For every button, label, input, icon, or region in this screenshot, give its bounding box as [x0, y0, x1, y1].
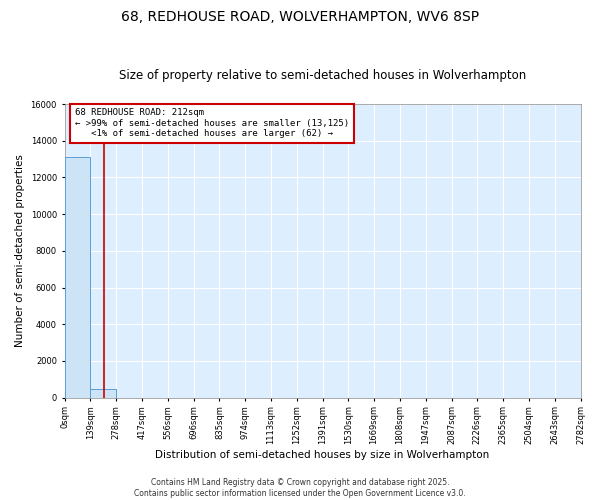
Text: 68, REDHOUSE ROAD, WOLVERHAMPTON, WV6 8SP: 68, REDHOUSE ROAD, WOLVERHAMPTON, WV6 8S… [121, 10, 479, 24]
Bar [65, 157, 91, 398]
Text: Contains HM Land Registry data © Crown copyright and database right 2025.
Contai: Contains HM Land Registry data © Crown c… [134, 478, 466, 498]
X-axis label: Distribution of semi-detached houses by size in Wolverhampton: Distribution of semi-detached houses by … [155, 450, 490, 460]
Y-axis label: Number of semi-detached properties: Number of semi-detached properties [15, 154, 25, 348]
Bar [91, 388, 116, 398]
Text: 68 REDHOUSE ROAD: 212sqm
← >99% of semi-detached houses are smaller (13,125)
   : 68 REDHOUSE ROAD: 212sqm ← >99% of semi-… [75, 108, 349, 138]
Title: Size of property relative to semi-detached houses in Wolverhampton: Size of property relative to semi-detach… [119, 69, 526, 82]
